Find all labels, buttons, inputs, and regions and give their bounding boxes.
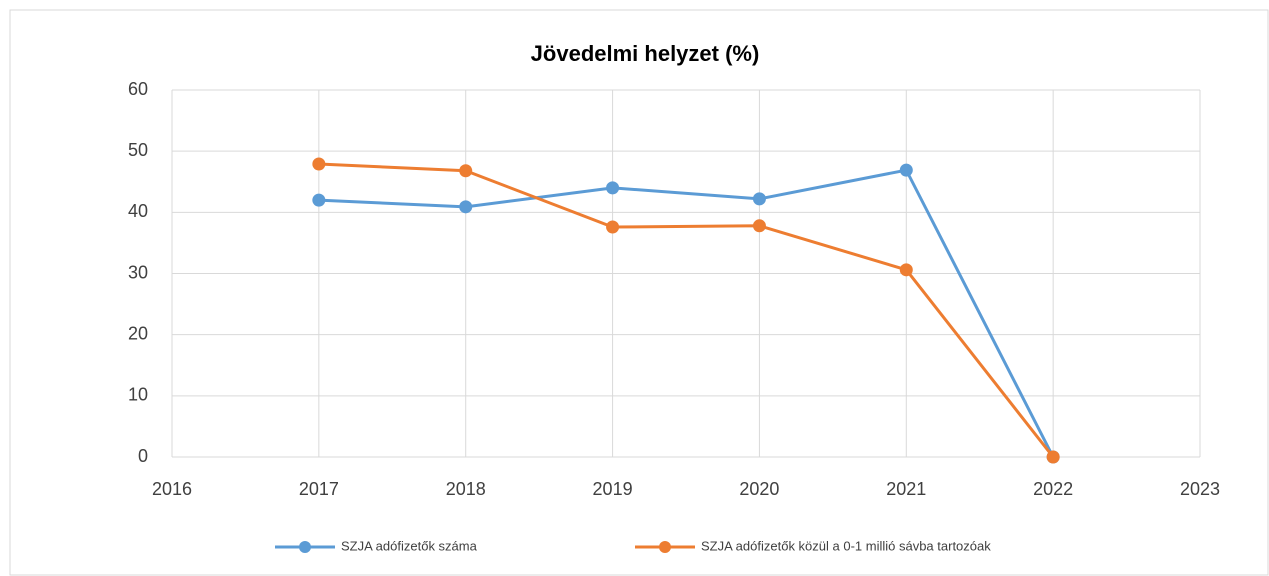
data-point xyxy=(1046,450,1060,464)
data-point xyxy=(312,157,326,171)
data-point xyxy=(752,192,766,206)
data-point xyxy=(459,164,473,178)
x-tick-label: 2020 xyxy=(739,479,779,499)
x-tick-label: 2017 xyxy=(299,479,339,499)
y-tick-label: 40 xyxy=(128,201,148,221)
y-tick-label: 60 xyxy=(128,79,148,99)
series-line xyxy=(318,162,1055,458)
x-tick-label: 2023 xyxy=(1180,479,1220,499)
y-tick-label: 30 xyxy=(128,262,148,282)
x-tick-label: 2021 xyxy=(886,479,926,499)
legend-marker xyxy=(299,541,311,553)
legend-marker xyxy=(659,541,671,553)
data-point xyxy=(899,263,913,277)
data-point xyxy=(459,200,473,214)
legend-label: SZJA adófizetők száma xyxy=(341,538,478,553)
x-tick-label: 2018 xyxy=(446,479,486,499)
legend-label: SZJA adófizetők közül a 0-1 millió sávba… xyxy=(701,538,991,553)
chart-border xyxy=(9,9,1269,576)
x-tick-label: 2022 xyxy=(1033,479,1073,499)
chart-title: Jövedelmi helyzet (%) xyxy=(531,41,760,66)
data-point xyxy=(312,193,326,207)
data-point xyxy=(899,163,913,177)
series-line xyxy=(318,168,1055,458)
x-tick-label: 2016 xyxy=(152,479,192,499)
y-tick-label: 20 xyxy=(128,323,148,343)
data-point xyxy=(606,181,620,195)
y-tick-label: 50 xyxy=(128,140,148,160)
data-point xyxy=(606,220,620,234)
data-point xyxy=(752,219,766,233)
y-tick-label: 10 xyxy=(128,385,148,405)
x-tick-label: 2019 xyxy=(593,479,633,499)
y-tick-label: 0 xyxy=(138,446,148,466)
